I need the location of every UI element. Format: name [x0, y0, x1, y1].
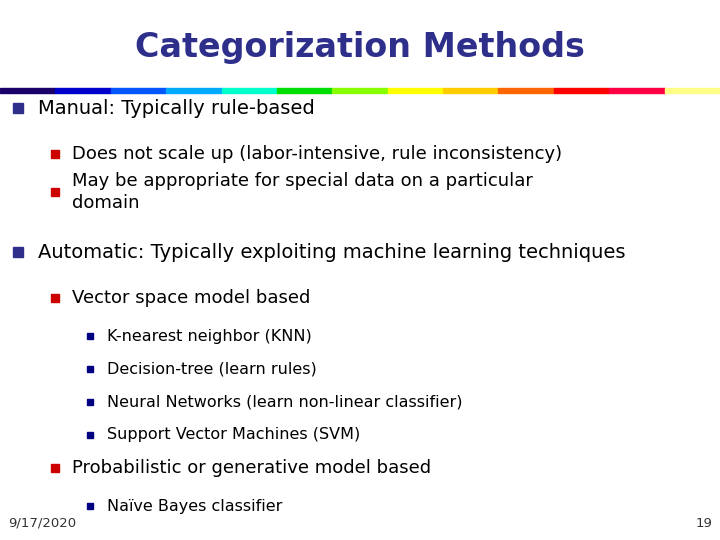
Bar: [166, 88, 222, 93]
Text: Neural Networks (learn non-linear classifier): Neural Networks (learn non-linear classi…: [107, 395, 462, 409]
Text: 9/17/2020: 9/17/2020: [8, 517, 76, 530]
Bar: [0, 88, 55, 93]
Text: Support Vector Machines (SVM): Support Vector Machines (SVM): [107, 428, 360, 442]
Text: Automatic: Typically exploiting machine learning techniques: Automatic: Typically exploiting machine …: [38, 242, 626, 261]
Bar: [554, 88, 609, 93]
Text: Manual: Typically rule-based: Manual: Typically rule-based: [38, 98, 315, 118]
Text: May be appropriate for special data on a particular
domain: May be appropriate for special data on a…: [72, 172, 533, 212]
Text: Vector space model based: Vector space model based: [72, 289, 310, 307]
Bar: [222, 88, 277, 93]
Bar: [111, 88, 166, 93]
Text: K-nearest neighbor (KNN): K-nearest neighbor (KNN): [107, 328, 312, 343]
Bar: [387, 88, 443, 93]
Bar: [277, 88, 333, 93]
Bar: [443, 88, 498, 93]
Bar: [498, 88, 554, 93]
Text: Categorization Methods: Categorization Methods: [135, 31, 585, 64]
Text: 19: 19: [695, 517, 712, 530]
Text: Probabilistic or generative model based: Probabilistic or generative model based: [72, 459, 431, 477]
Bar: [333, 88, 387, 93]
Bar: [609, 88, 665, 93]
Bar: [55, 88, 111, 93]
Bar: [665, 88, 720, 93]
Text: Naïve Bayes classifier: Naïve Bayes classifier: [107, 498, 282, 514]
Text: Decision-tree (learn rules): Decision-tree (learn rules): [107, 361, 317, 376]
Text: Does not scale up (labor-intensive, rule inconsistency): Does not scale up (labor-intensive, rule…: [72, 145, 562, 163]
